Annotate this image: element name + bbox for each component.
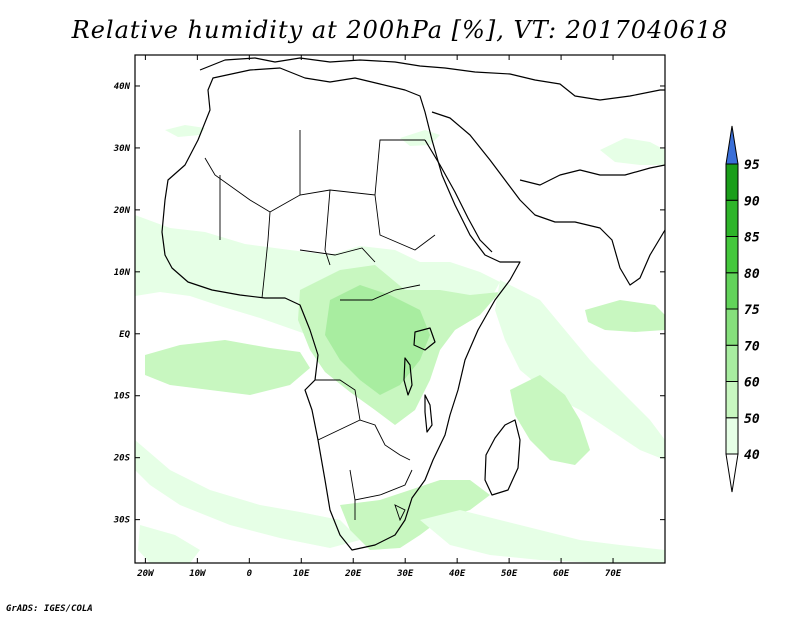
grads-credit: GrADS: IGES/COLA [6,604,93,614]
humidity-band-southern-africa [340,480,490,550]
x-tick-label: 50E [501,569,518,579]
colorbar-segment [725,344,739,382]
colorbar-over-triangle [725,125,739,165]
x-tick-label: 70E [605,569,622,579]
humidity-patch-sahara [165,125,205,137]
lake-victoria [413,327,436,351]
humidity-core-congo [325,285,430,395]
humidity-band-south-atlantic [145,340,310,395]
colorbar-segment [725,308,739,346]
colorbar-segment [725,381,739,419]
europe-coastline [199,57,665,101]
x-tick-label: 40E [449,569,466,579]
arabia-coastline [431,111,665,286]
x-tick-label: 10W [189,569,207,579]
x-tick-label: 20W [136,569,155,579]
colorbar-label: 60 [744,376,760,391]
y-tick-label: 20N [113,206,131,216]
colorbar-segment [725,199,739,237]
colorbar-label: 90 [744,194,760,209]
x-tick-label: 30E [396,569,414,579]
colorbar-label: 70 [744,339,760,354]
y-tick-label: 30S [113,516,131,526]
y-tick-label: 40N [114,82,131,92]
colorbar-label: 95 [744,158,760,173]
humidity-band-southwest [135,440,360,548]
humidity-fields [135,125,665,563]
x-axis: 20W 10W 0 10E 20E 30E 40E 50E 60E 70E [136,55,622,579]
humidity-band-indian-ocean-east [495,280,665,460]
y-tick-label: 30N [113,144,131,154]
y-tick-label: EQ [119,330,130,340]
humidity-patch-southwest-ocean [138,525,200,563]
lake-malawi [424,394,433,433]
humidity-band-madagascar [510,375,590,465]
persian-gulf-coastline [519,164,665,186]
y-axis: 40N 30N 20N 10N EQ 10S 20S 30S [113,82,665,526]
country-borders [204,130,436,522]
colorbar-segment [725,163,739,201]
x-tick-label: 60E [553,569,570,579]
x-tick-label: 20E [344,569,362,579]
x-tick-label: 0 [247,569,253,579]
colorbar-segment [725,236,739,274]
colorbar-label: 80 [744,267,760,282]
africa-coastline [161,67,521,551]
colorbar-label: 50 [744,412,760,427]
y-tick-label: 20S [113,454,131,464]
colorbar: 40 50 60 70 75 80 85 90 95 [725,125,760,493]
y-tick-label: 10N [114,268,131,278]
map-frame [134,54,666,564]
colorbar-under-triangle [725,453,739,493]
red-sea-coast [424,139,493,253]
humidity-band-indian-ocean-south [420,510,665,563]
coastlines [161,57,665,551]
colorbar-segment [725,272,739,310]
y-tick-label: 10S [114,392,131,402]
map-title: Relative humidity at 200hPa [%], VT: 201… [71,16,729,44]
humidity-patch-mediterranean [400,130,440,146]
colorbar-segment [725,417,739,455]
lake-tanganyika [403,357,413,396]
humidity-patch-india [600,138,665,165]
colorbar-label: 40 [744,448,760,463]
colorbar-label: 85 [744,231,760,246]
humidity-band-arabian-sea [585,300,665,332]
x-tick-label: 10E [293,569,310,579]
colorbar-label: 75 [744,303,760,318]
madagascar-coastline [484,419,521,496]
